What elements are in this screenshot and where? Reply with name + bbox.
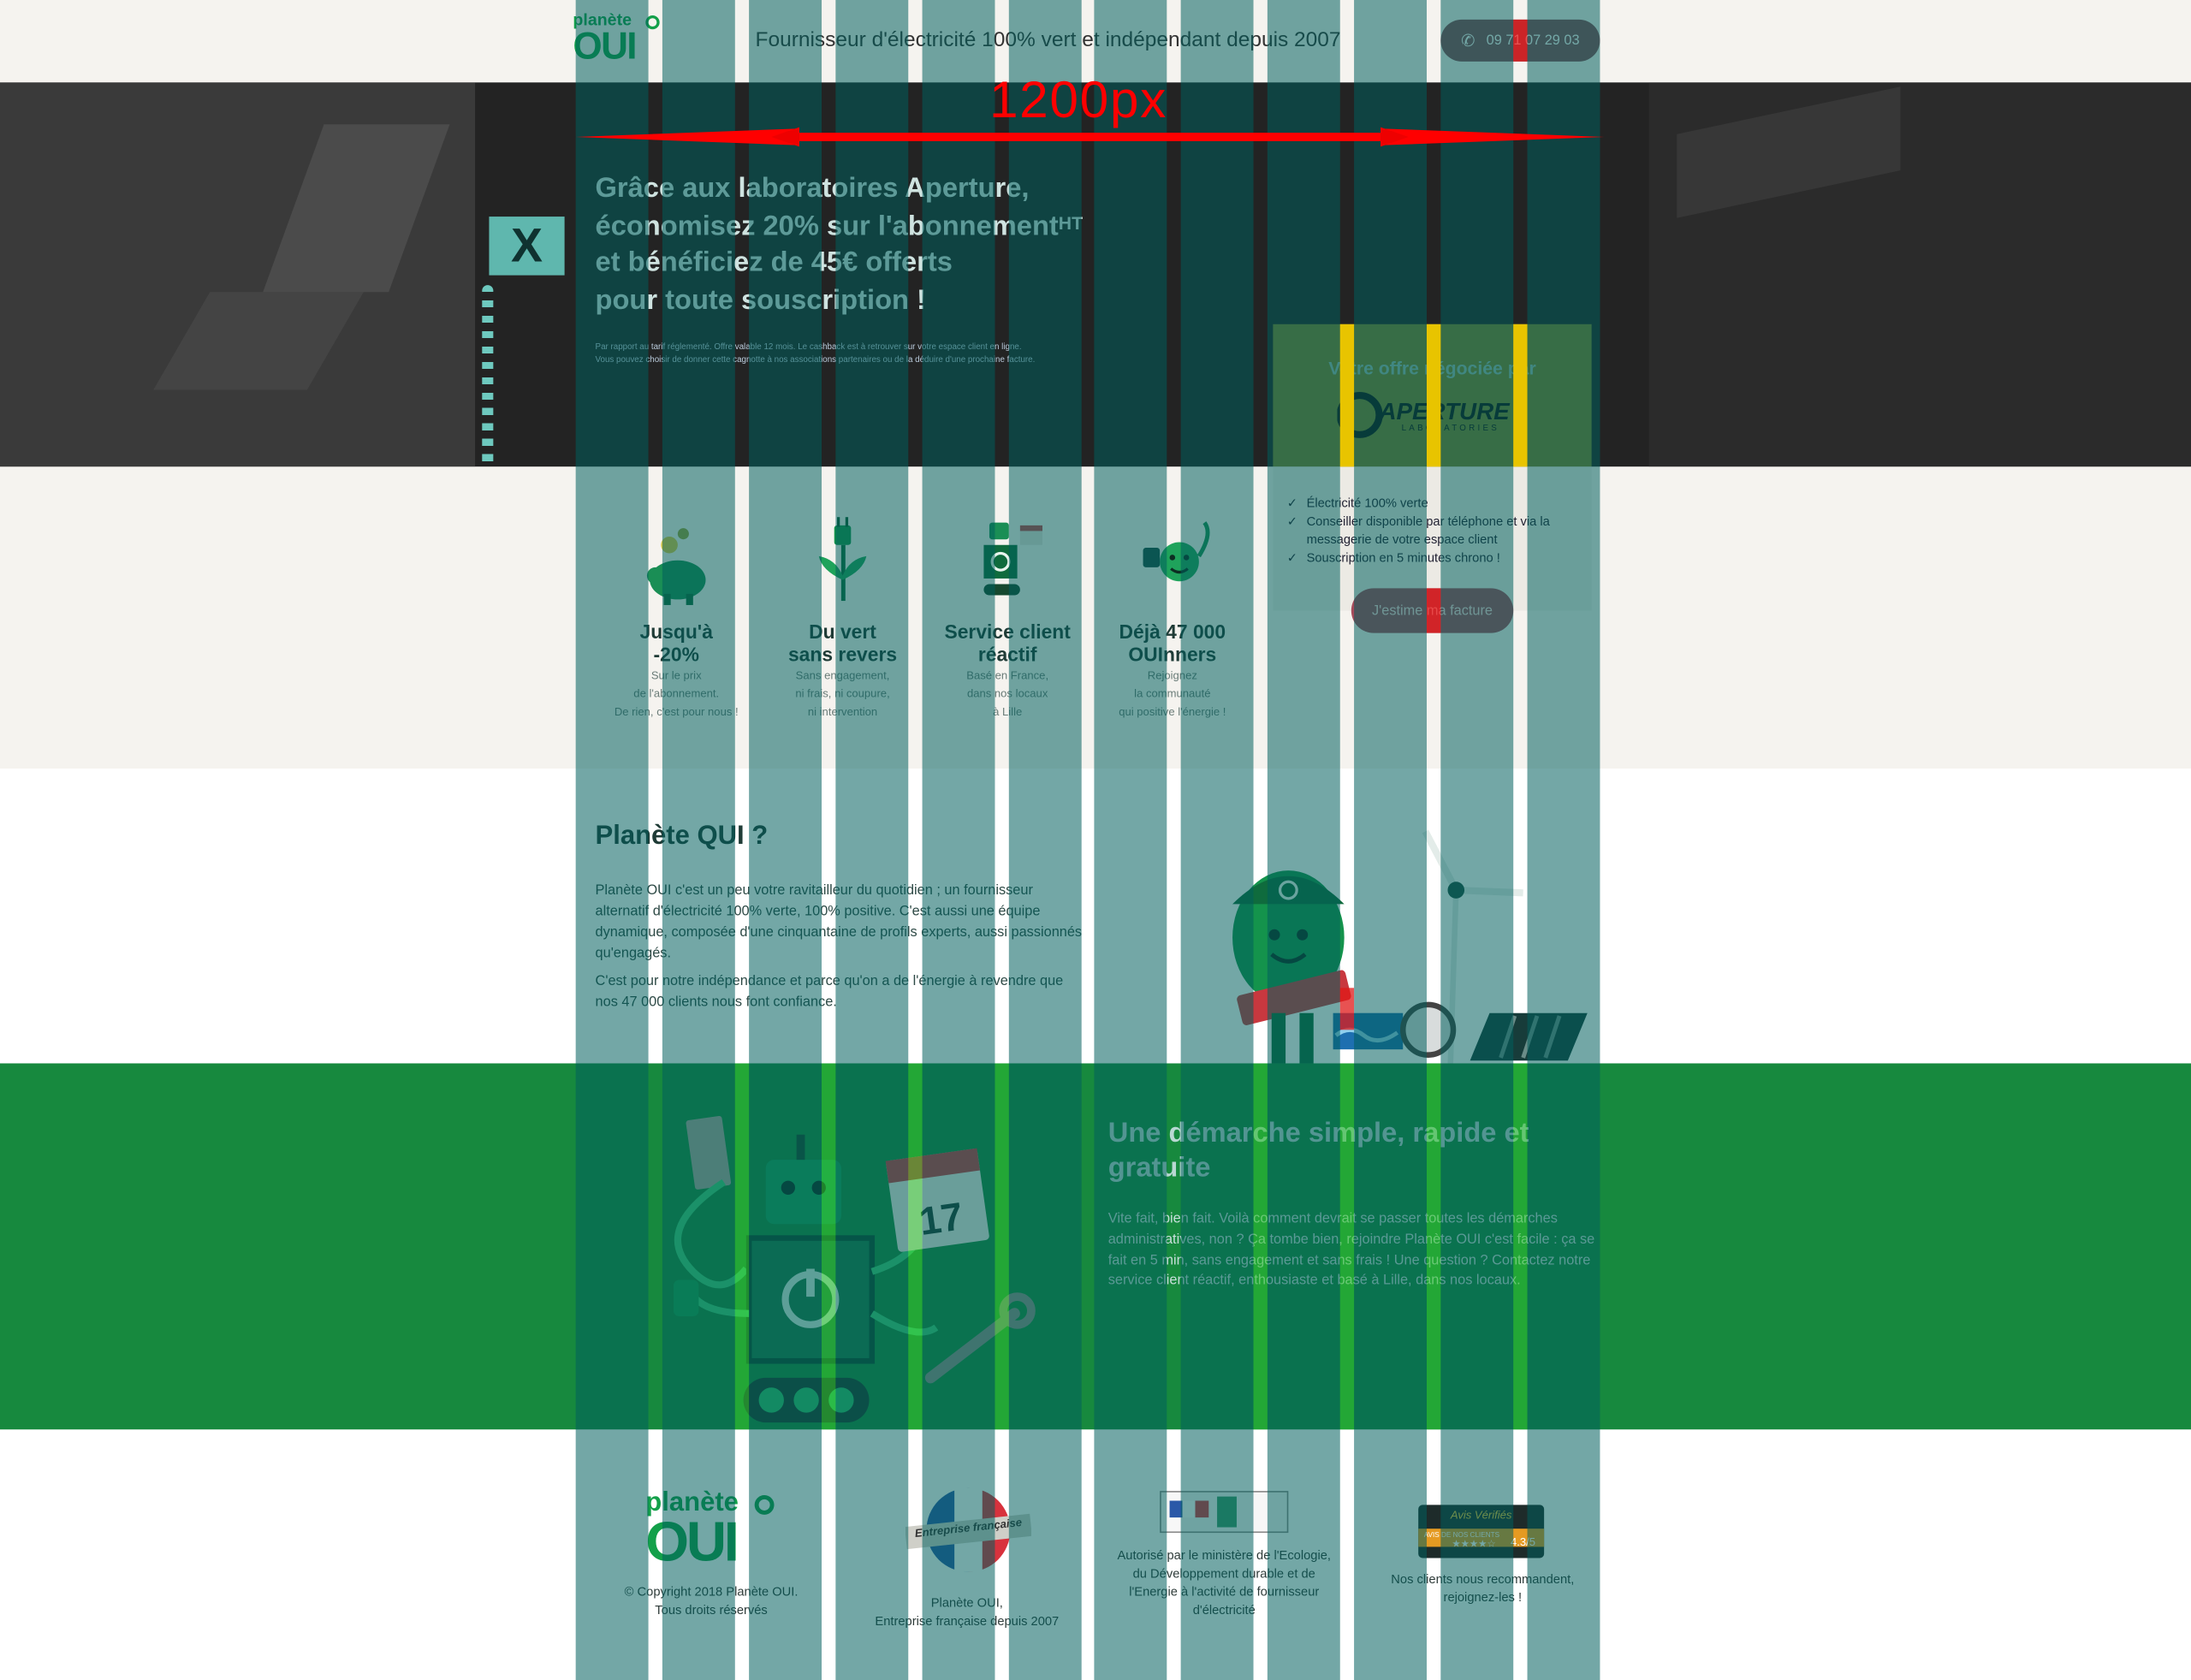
gutter-highlight — [1513, 19, 1528, 62]
gutter-highlight — [1339, 1063, 1355, 1430]
exit-sign-icon: X — [489, 217, 565, 276]
grid-column — [1440, 0, 1514, 1680]
grid-column — [1008, 0, 1082, 1680]
gutter-highlight — [908, 1063, 923, 1430]
benefit-item: ✓Conseiller disponible par téléphone et … — [1287, 513, 1550, 531]
gutter-highlight — [1513, 1063, 1528, 1430]
benefit-text: Conseiller disponible par téléphone et v… — [1306, 513, 1550, 529]
gutter-highlight — [1513, 324, 1528, 467]
grid-column — [1527, 0, 1600, 1680]
grid-column — [835, 0, 909, 1680]
grid-column — [1094, 0, 1167, 1680]
width-ruler-arrow — [575, 127, 1605, 147]
grid-column — [575, 0, 649, 1680]
gutter-highlight — [1339, 324, 1355, 467]
dotted-trail — [482, 285, 494, 467]
gutter-highlight — [1426, 324, 1441, 467]
ruler-label: 1200px — [989, 71, 1167, 129]
gutter-highlight — [822, 1063, 836, 1430]
grid-column — [1180, 0, 1254, 1680]
gutter-highlight — [1339, 988, 1355, 1030]
grid-column — [1354, 0, 1427, 1680]
gutter-highlight — [1426, 1063, 1441, 1430]
gutter-highlight — [995, 1063, 1009, 1430]
grid-column — [1267, 0, 1340, 1680]
grid-column — [662, 0, 735, 1680]
grid-column — [749, 0, 822, 1680]
gutter-highlight — [1253, 1063, 1268, 1430]
gutter-highlight — [734, 1063, 750, 1430]
grid-column — [922, 0, 995, 1680]
gutter-highlight — [1426, 588, 1441, 633]
